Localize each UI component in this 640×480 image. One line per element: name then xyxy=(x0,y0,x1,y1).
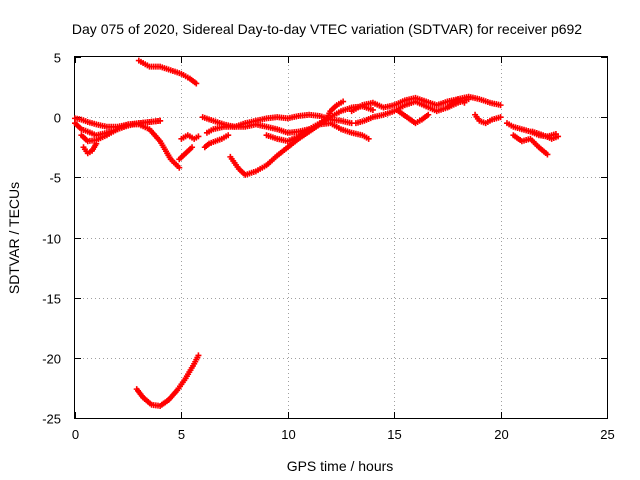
data-point xyxy=(225,132,232,139)
plot-frame xyxy=(74,56,608,419)
data-point xyxy=(465,96,472,103)
data-point xyxy=(195,352,202,359)
x-tick-label: 10 xyxy=(281,427,295,442)
x-tick-label: 20 xyxy=(494,427,508,442)
data-point xyxy=(193,80,200,87)
data-point xyxy=(497,102,504,109)
x-tick-label: 15 xyxy=(387,427,401,442)
data-point xyxy=(176,164,183,171)
axes: 0 5 10 15 20 25 5 0 -5 -10 -15 -20 -25 xyxy=(42,51,615,443)
x-tick-label: 5 xyxy=(178,427,185,442)
x-axis-label: GPS time / hours xyxy=(287,458,394,474)
data-point xyxy=(497,114,504,121)
data-point xyxy=(555,133,562,140)
data-point xyxy=(544,151,551,158)
chart-title: Day 075 of 2020, Sidereal Day-to-day VTE… xyxy=(72,21,582,37)
y-tick-label: -5 xyxy=(49,171,61,186)
data-point xyxy=(157,117,164,124)
data-points xyxy=(72,57,562,409)
data-point xyxy=(461,99,468,106)
data-point xyxy=(340,98,347,105)
y-tick-label: -15 xyxy=(42,292,61,307)
y-tick-label: -10 xyxy=(42,232,61,247)
x-tick-label: 0 xyxy=(72,427,79,442)
data-point xyxy=(369,106,376,113)
x-tick-label: 25 xyxy=(600,427,614,442)
data-point xyxy=(93,140,100,147)
y-tick-label: 0 xyxy=(54,111,61,126)
data-point xyxy=(425,111,432,118)
y-tick-label: -20 xyxy=(42,352,61,367)
y-tick-label: -25 xyxy=(42,412,61,427)
y-tick-label: 5 xyxy=(54,51,61,66)
data-point xyxy=(189,144,196,151)
data-point xyxy=(365,135,372,142)
y-axis-label: SDTVAR / TECUs xyxy=(6,182,22,294)
data-point xyxy=(195,133,202,140)
